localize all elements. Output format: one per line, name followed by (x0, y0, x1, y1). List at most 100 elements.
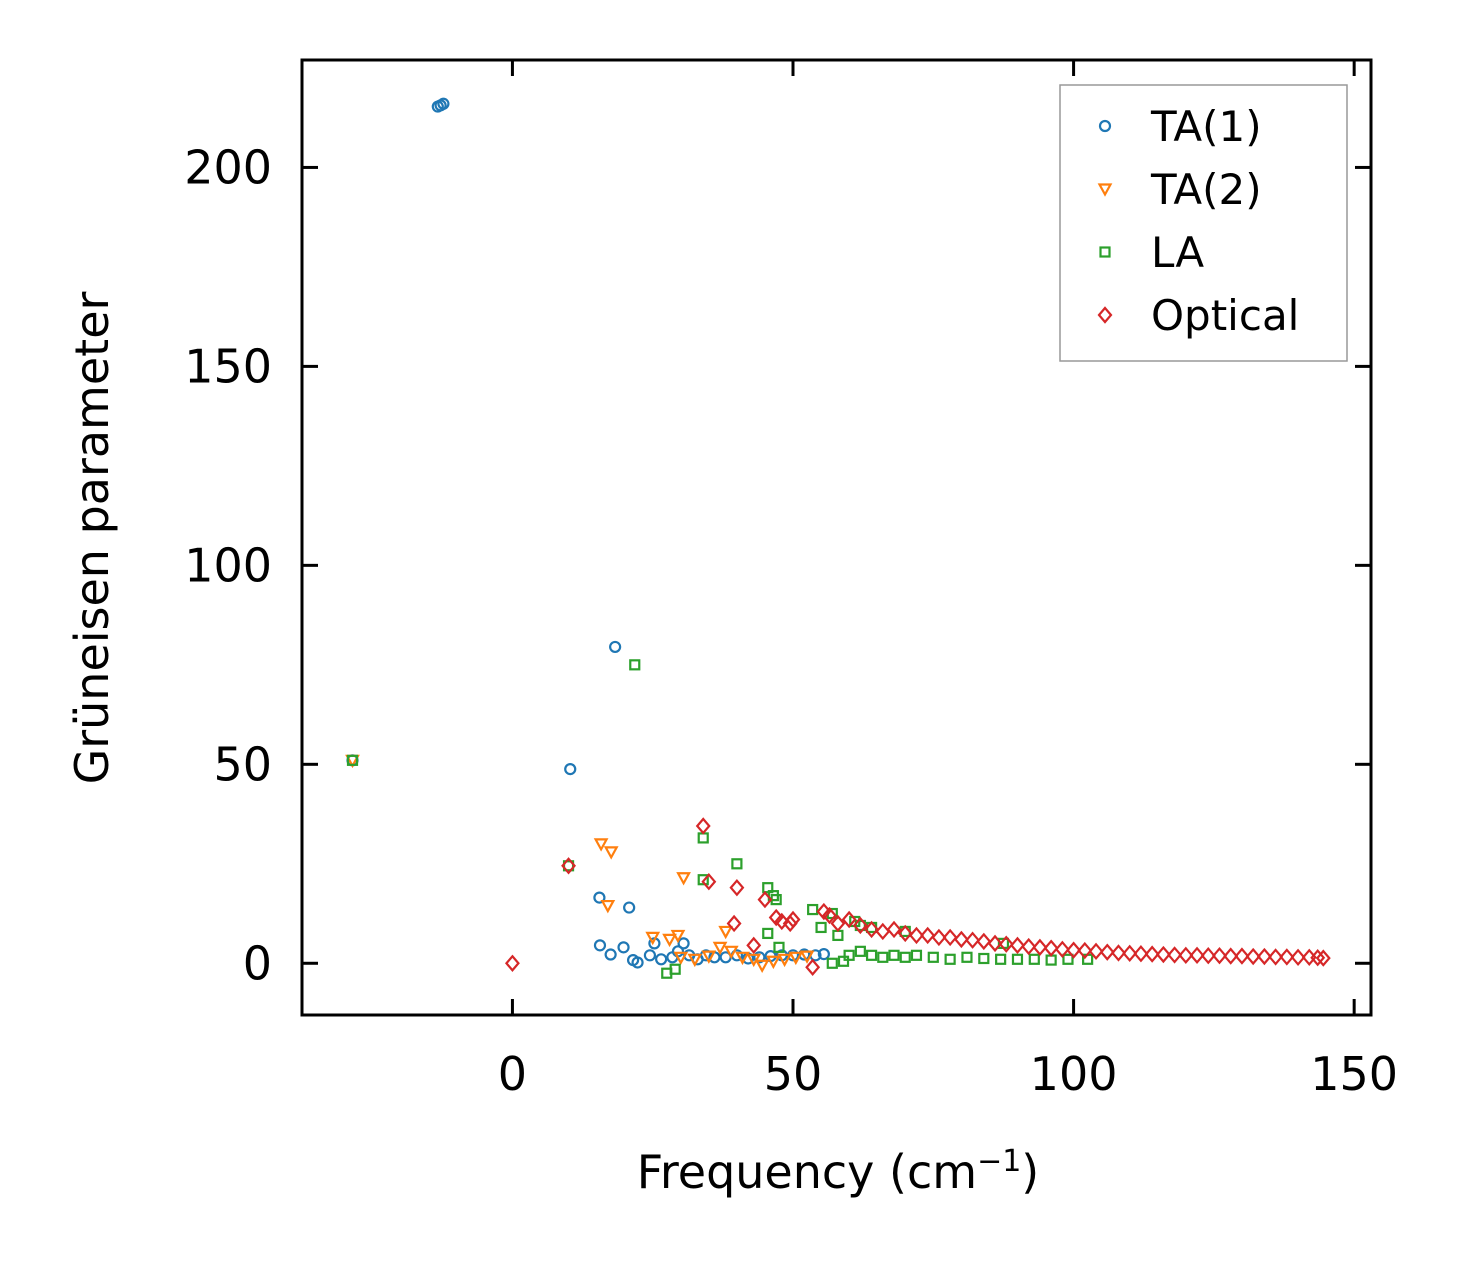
data-point (746, 936, 762, 955)
data-point (1054, 940, 1070, 959)
data-point (1133, 945, 1149, 963)
legend-marker (1098, 119, 1112, 133)
data-point (670, 929, 686, 944)
data-point (888, 949, 900, 961)
data-point (1144, 945, 1160, 963)
data-point (1066, 941, 1082, 959)
legend-label: LA (1151, 228, 1204, 277)
data-points (345, 97, 1331, 979)
data-point (676, 872, 691, 886)
y-tick-label: 200 (184, 140, 272, 194)
data-point (623, 901, 636, 914)
data-point (346, 754, 359, 766)
data-point (593, 939, 607, 952)
y-tick-label: 150 (184, 339, 272, 393)
data-point (1099, 943, 1115, 961)
data-point (886, 920, 902, 939)
data-point (815, 921, 827, 934)
data-point (785, 910, 801, 929)
data-point (927, 951, 939, 963)
data-point (965, 931, 981, 949)
data-point (1111, 944, 1126, 962)
data-point (843, 949, 855, 961)
data-point (837, 955, 850, 967)
x-tick-label: 50 (764, 1047, 823, 1101)
data-point (673, 951, 689, 966)
data-point (777, 953, 792, 968)
legend-entry: LA (1099, 228, 1204, 277)
axis-ticks (302, 60, 1371, 1015)
data-point (766, 955, 781, 970)
data-point (910, 949, 923, 961)
legend-marker (1099, 246, 1111, 258)
data-point (617, 941, 630, 954)
data-point (854, 945, 866, 957)
data-point (944, 953, 956, 965)
data-point (593, 838, 609, 852)
x-tick-label: 0 (498, 1047, 527, 1101)
data-point (909, 926, 924, 945)
data-point (600, 899, 616, 914)
data-point (1028, 953, 1040, 965)
legend-entry: TA(1) (1098, 102, 1262, 151)
data-point (897, 924, 913, 943)
data-point (942, 928, 958, 947)
data-point (788, 951, 804, 966)
x-tick-label: 150 (1310, 1047, 1398, 1101)
data-point (1234, 947, 1250, 965)
data-point (695, 817, 711, 835)
data-point (701, 950, 717, 964)
data-point (562, 860, 575, 872)
data-point (504, 954, 520, 972)
data-point (899, 951, 911, 963)
data-point (773, 941, 785, 953)
data-point (655, 953, 668, 966)
data-point (718, 925, 734, 940)
data-point (697, 874, 709, 886)
data-point (631, 956, 644, 969)
data-point (723, 945, 739, 960)
data-point (978, 952, 990, 965)
data-point (1011, 953, 1024, 965)
data-point (754, 959, 770, 974)
data-point (826, 957, 838, 969)
data-point (920, 926, 936, 945)
data-point (609, 640, 622, 654)
data-point (564, 762, 577, 776)
data-point (1043, 939, 1059, 957)
y-tick-label: 100 (184, 538, 272, 592)
legend-entry: TA(2) (1097, 165, 1262, 214)
data-point (687, 953, 703, 968)
data-point (875, 922, 891, 941)
data-point (729, 878, 745, 897)
y-tick-labels: 0 50 100 150 200 (184, 140, 272, 990)
data-point (645, 931, 661, 946)
legend: TA(1) TA(2) LA Optical (1059, 84, 1348, 362)
data-point (864, 920, 880, 939)
data-point (762, 927, 774, 940)
data-point (1223, 947, 1239, 965)
data-point (807, 903, 819, 916)
series-ta-2 (345, 754, 815, 974)
data-point (643, 949, 657, 962)
plot-frame (300, 58, 1373, 1017)
data-point (877, 951, 889, 963)
data-point (1178, 946, 1194, 965)
data-point (561, 857, 576, 875)
data-point (1200, 947, 1216, 965)
data-point (603, 846, 619, 860)
data-point (998, 935, 1014, 953)
y-axis-label: Grüneisen parameter (65, 291, 119, 784)
x-axis-label: Frequency (cm−1) (637, 1144, 1040, 1200)
data-point (1010, 936, 1025, 955)
data-point (1021, 937, 1037, 956)
data-point (712, 941, 728, 956)
data-point (1077, 941, 1093, 960)
legend-entry: Optical (1097, 291, 1299, 340)
legend-marker (1097, 183, 1113, 197)
data-point (1268, 948, 1284, 966)
data-point (662, 933, 677, 948)
data-point (753, 951, 766, 964)
data-point (987, 934, 1003, 953)
